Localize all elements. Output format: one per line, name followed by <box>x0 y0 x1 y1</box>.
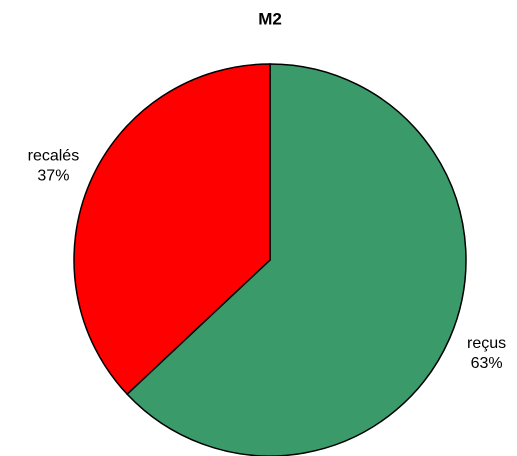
pie-slice <box>126 63 467 456</box>
slice-label: reçus <box>467 335 506 352</box>
pie-slice <box>73 63 271 396</box>
slice-value-label: 63% <box>471 355 503 372</box>
chart-title: M2 <box>258 9 282 28</box>
slice-value-label: 37% <box>37 167 69 184</box>
slice-label: recalés <box>28 147 80 164</box>
